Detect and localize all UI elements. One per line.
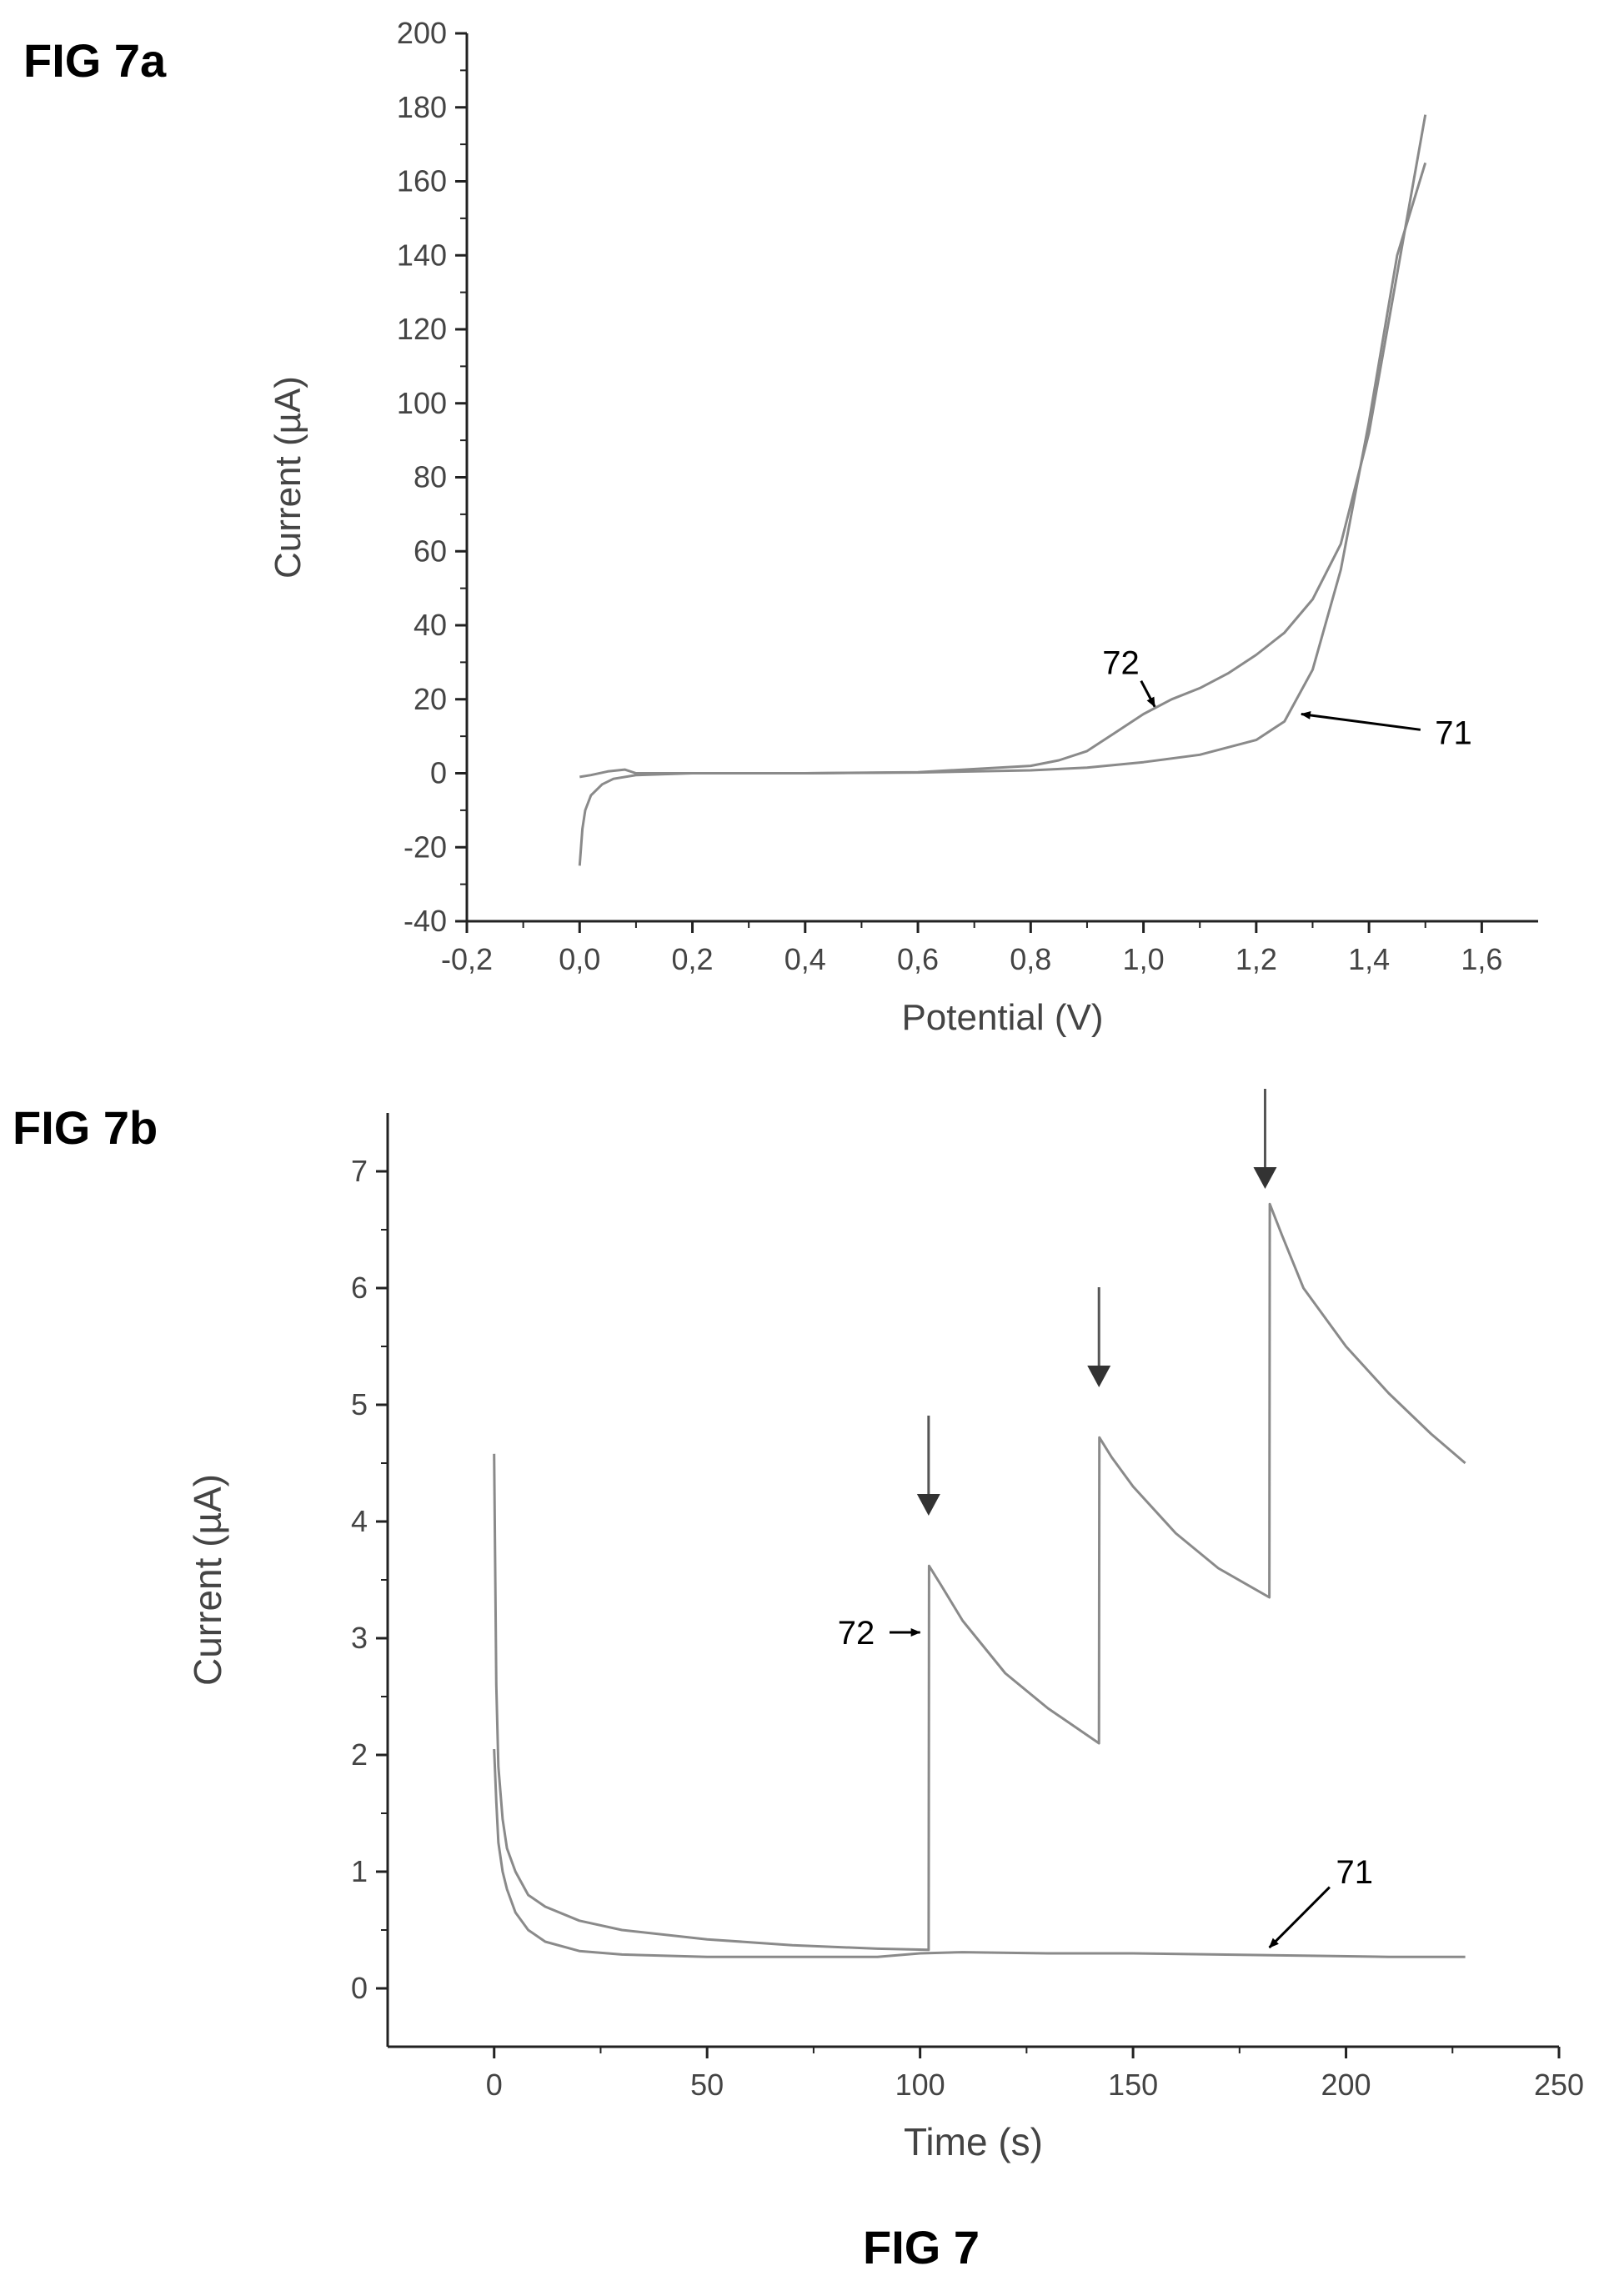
fig-7b-label: FIG 7b: [13, 1101, 158, 1154]
annotation-arrow: [1268, 1886, 1331, 1949]
y-tick-label: 80: [414, 460, 447, 494]
chart-fig-7b: 0 50 100 150 200 250 0 1 2 3 4 5 6 7 Time (s) Current (…: [186, 1089, 1584, 2163]
x-tick-label: 1,6: [1461, 942, 1502, 976]
annotation-label: 72: [838, 1615, 875, 1652]
x-tick-label: 250: [1534, 2068, 1584, 2102]
y-tick-label: -40: [404, 904, 447, 938]
x-tick-label: 150: [1108, 2068, 1158, 2102]
y-tick-label: 140: [397, 238, 447, 272]
y-tick-label: 60: [414, 534, 447, 568]
event-marker-arrow: [1253, 1089, 1277, 1189]
y-tick-label: 7: [351, 1154, 368, 1188]
y-tick-label: 40: [414, 608, 447, 642]
series-line-1: [578, 162, 1427, 866]
annotation-label: 71: [1336, 1854, 1374, 1891]
figure-caption: FIG 7: [863, 2221, 980, 2273]
y-tick-label: 6: [351, 1271, 368, 1305]
x-tick-label: 1,0: [1123, 942, 1165, 976]
series-line-2: [493, 1202, 1466, 1952]
series-line-2: [579, 114, 1427, 779]
y-tick-label: 4: [351, 1504, 368, 1538]
y-tick-label: 1: [351, 1854, 368, 1888]
y-tick-label: 5: [351, 1387, 368, 1421]
x-tick-label: 100: [895, 2068, 945, 2102]
x-tick-label: 1,2: [1236, 942, 1277, 976]
x-axis-title: Time (s): [904, 2120, 1043, 2163]
y-tick-label: 200: [397, 16, 447, 50]
annotation-arrow: [1140, 679, 1156, 708]
series-line-1: [493, 1748, 1466, 1958]
x-tick-label: 1,4: [1348, 942, 1390, 976]
y-tick-label: 20: [414, 682, 447, 716]
y-tick-label: 180: [397, 90, 447, 124]
annotation-label: 72: [1102, 644, 1140, 681]
event-marker-arrow: [1087, 1287, 1111, 1387]
x-tick-label: 0,6: [897, 942, 939, 976]
event-marker-arrow: [916, 1416, 940, 1516]
x-tick-label: 0,0: [559, 942, 600, 976]
x-tick-label: 50: [690, 2068, 724, 2102]
x-axis-title: Potential (V): [901, 997, 1103, 1038]
annotation-label: 71: [1435, 715, 1472, 752]
y-tick-label: 120: [397, 312, 447, 346]
y-tick-label: 100: [397, 386, 447, 420]
y-tick-label: 0: [430, 756, 447, 790]
x-tick-label: 0: [486, 2068, 503, 2102]
y-tick-label: 2: [351, 1737, 368, 1772]
x-tick-label: 0,4: [784, 942, 826, 976]
y-tick-label: 3: [351, 1621, 368, 1655]
y-axis-title: Current (µA): [186, 1474, 229, 1686]
y-tick-label: 160: [397, 164, 447, 198]
y-axis-title: Current (µA): [268, 376, 308, 579]
fig-7a-label: FIG 7a: [23, 34, 167, 87]
x-tick-label: -0,2: [441, 942, 493, 976]
chart-fig-7a: -0,2 0,0 0,2 0,4 0,6 0,8 1,0 1,2 1,4 1,6 -40 -20 0 20…: [268, 16, 1538, 1038]
y-tick-label: -20: [404, 830, 447, 864]
x-tick-label: 0,8: [1010, 942, 1051, 976]
x-tick-label: 200: [1321, 2068, 1371, 2102]
x-tick-label: 0,2: [672, 942, 714, 976]
annotation-arrow: [1300, 710, 1421, 731]
y-tick-label: 0: [351, 1971, 368, 2005]
